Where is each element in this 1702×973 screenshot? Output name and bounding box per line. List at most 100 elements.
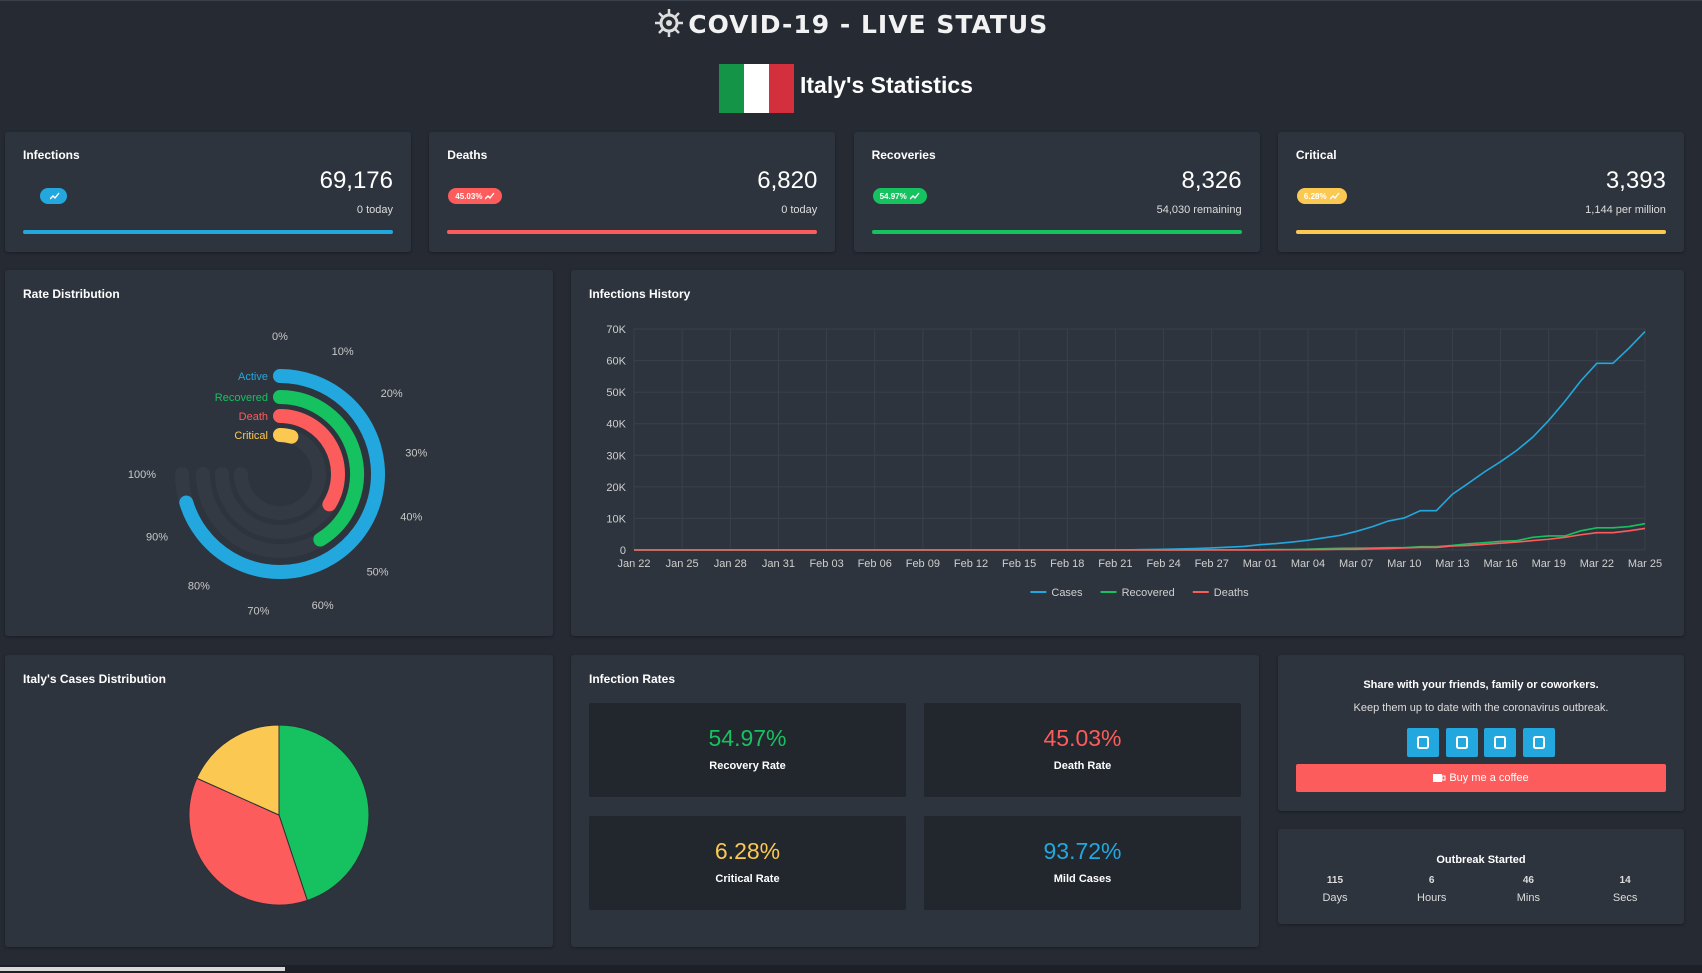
coffee-icon bbox=[1433, 774, 1446, 782]
scrollbar-thumb bbox=[0, 967, 285, 971]
counter-value: 6 bbox=[1428, 875, 1435, 886]
legend: Cases Recovered Deaths bbox=[1030, 587, 1249, 599]
x-tick-label: Mar 01 bbox=[1243, 558, 1277, 570]
rate-label: Recovery Rate bbox=[709, 760, 786, 772]
y-tick-label: 70K bbox=[606, 324, 626, 336]
tick-label: 20% bbox=[381, 388, 403, 400]
card-badge: 54.97% bbox=[872, 188, 927, 204]
series-line bbox=[634, 527, 1646, 551]
x-tick-label: Feb 15 bbox=[1002, 558, 1036, 570]
x-tick-label: Feb 21 bbox=[1098, 558, 1132, 570]
x-tick-label: Mar 25 bbox=[1628, 558, 1662, 570]
share-button-vk[interactable] bbox=[1484, 728, 1516, 757]
trend-line bbox=[50, 192, 60, 200]
share-button-facebook[interactable] bbox=[1407, 728, 1439, 757]
x-tick-label: Feb 06 bbox=[858, 558, 892, 570]
card-value: 6,820 bbox=[757, 167, 818, 194]
tick-label: 50% bbox=[367, 567, 389, 579]
card-badge: 6.28% bbox=[1296, 188, 1347, 204]
y-tick-label: 60K bbox=[606, 356, 626, 368]
counter-unit: Hours bbox=[1417, 892, 1447, 904]
icon-glyph bbox=[1532, 736, 1545, 749]
x-tick-label: Feb 18 bbox=[1050, 558, 1084, 570]
country-title: Italy's Statistics bbox=[800, 72, 973, 98]
counter-unit: Days bbox=[1322, 892, 1348, 904]
top-border bbox=[0, 0, 1702, 1]
virus-icon bbox=[654, 9, 683, 37]
series-label: Recovered bbox=[215, 392, 268, 404]
x-tick-label: Feb 27 bbox=[1195, 558, 1229, 570]
card-value: 69,176 bbox=[319, 167, 393, 194]
icon-glyph bbox=[1455, 736, 1468, 749]
share-text: Keep them up to date with the coronaviru… bbox=[1353, 702, 1609, 714]
card-note: 1,144 per million bbox=[1585, 204, 1666, 216]
card-badge: 45.03% bbox=[448, 188, 503, 204]
card-badge bbox=[40, 188, 67, 204]
trend-icon bbox=[909, 192, 920, 200]
rate-value: 45.03% bbox=[1043, 725, 1122, 751]
share-button-twitter[interactable] bbox=[1445, 728, 1478, 757]
scrollbar-track bbox=[0, 965, 1702, 973]
card-note: 0 today bbox=[356, 204, 393, 216]
rate-tile: 93.72% Mild Cases bbox=[924, 816, 1241, 910]
share-icon bbox=[1455, 736, 1468, 749]
button-text: Buy me a coffee bbox=[1449, 772, 1529, 784]
outbreak-panel: Outbreak Started 115 Days 6 Hours 46 Mins 14 Sec… bbox=[1278, 829, 1684, 924]
share-button-whatsapp[interactable] bbox=[1522, 728, 1555, 757]
stat-card: Recoveries 8,326 54,030 remaining 54.97% bbox=[853, 132, 1260, 252]
card-value: 3,393 bbox=[1605, 167, 1666, 194]
radial-bar bbox=[273, 390, 364, 547]
card-bar bbox=[1295, 230, 1666, 234]
rate-tile: 45.03% Death Rate bbox=[924, 703, 1241, 797]
trend-icon bbox=[50, 192, 60, 200]
page-title: COVID-19 - LIVE STATUS bbox=[688, 10, 1049, 39]
cup-handle bbox=[1441, 775, 1446, 781]
series-label: Active bbox=[238, 371, 268, 383]
x-tick-label: Jan 28 bbox=[714, 558, 747, 570]
trend-icon bbox=[485, 192, 495, 200]
pie-slice bbox=[196, 724, 280, 816]
x-tick-label: Feb 03 bbox=[809, 558, 843, 570]
rate-value: 93.72% bbox=[1043, 838, 1122, 864]
counter-unit: Secs bbox=[1612, 892, 1638, 904]
trend-line bbox=[1329, 192, 1340, 200]
rate-label: Mild Cases bbox=[1053, 873, 1112, 885]
card-bar bbox=[871, 230, 1242, 234]
x-tick-label: Mar 04 bbox=[1291, 558, 1325, 570]
radial-track bbox=[234, 428, 326, 520]
rate-tile: 6.28% Critical Rate bbox=[589, 816, 906, 910]
y-tick-label: 0 bbox=[620, 545, 626, 557]
badge-text: 54.97% bbox=[879, 191, 907, 201]
share-panel: Share with your friends, family or cowor… bbox=[1278, 655, 1684, 811]
card-label: Critical bbox=[1295, 148, 1337, 162]
tick-label: 100% bbox=[128, 469, 156, 481]
x-tick-label: Jan 25 bbox=[666, 558, 699, 570]
card-label: Infections bbox=[23, 148, 80, 162]
cup bbox=[1433, 774, 1443, 782]
legend-label: Recovered bbox=[1122, 587, 1175, 599]
pie-slice bbox=[188, 777, 308, 906]
legend-label: Cases bbox=[1051, 587, 1083, 599]
x-tick-label: Jan 31 bbox=[762, 558, 795, 570]
trend-icon bbox=[1329, 192, 1340, 200]
tick-label: 60% bbox=[312, 600, 334, 612]
icon-glyph bbox=[1417, 736, 1429, 749]
card-label: Deaths bbox=[447, 148, 488, 162]
outbreak-title: Outbreak Started bbox=[1436, 854, 1526, 866]
x-tick-label: Mar 07 bbox=[1339, 558, 1373, 570]
card-value: 8,326 bbox=[1181, 167, 1242, 194]
y-tick-label: 20K bbox=[606, 482, 626, 494]
card-bar bbox=[447, 230, 818, 234]
series-line bbox=[634, 331, 1646, 551]
y-tick-label: 30K bbox=[606, 450, 626, 462]
card-label: Recoveries bbox=[871, 148, 936, 162]
counter-unit: Mins bbox=[1516, 892, 1540, 904]
card-note: 54,030 remaining bbox=[1156, 204, 1242, 216]
tick-label: 90% bbox=[146, 532, 168, 544]
stat-card: Critical 3,393 1,144 per million 6.28% bbox=[1277, 132, 1684, 252]
rate-label: Critical Rate bbox=[715, 873, 780, 885]
panel-title: Rate Distribution bbox=[23, 287, 120, 301]
coffee-button[interactable]: Buy me a coffee bbox=[1296, 764, 1666, 792]
tick-label: 40% bbox=[400, 512, 422, 524]
